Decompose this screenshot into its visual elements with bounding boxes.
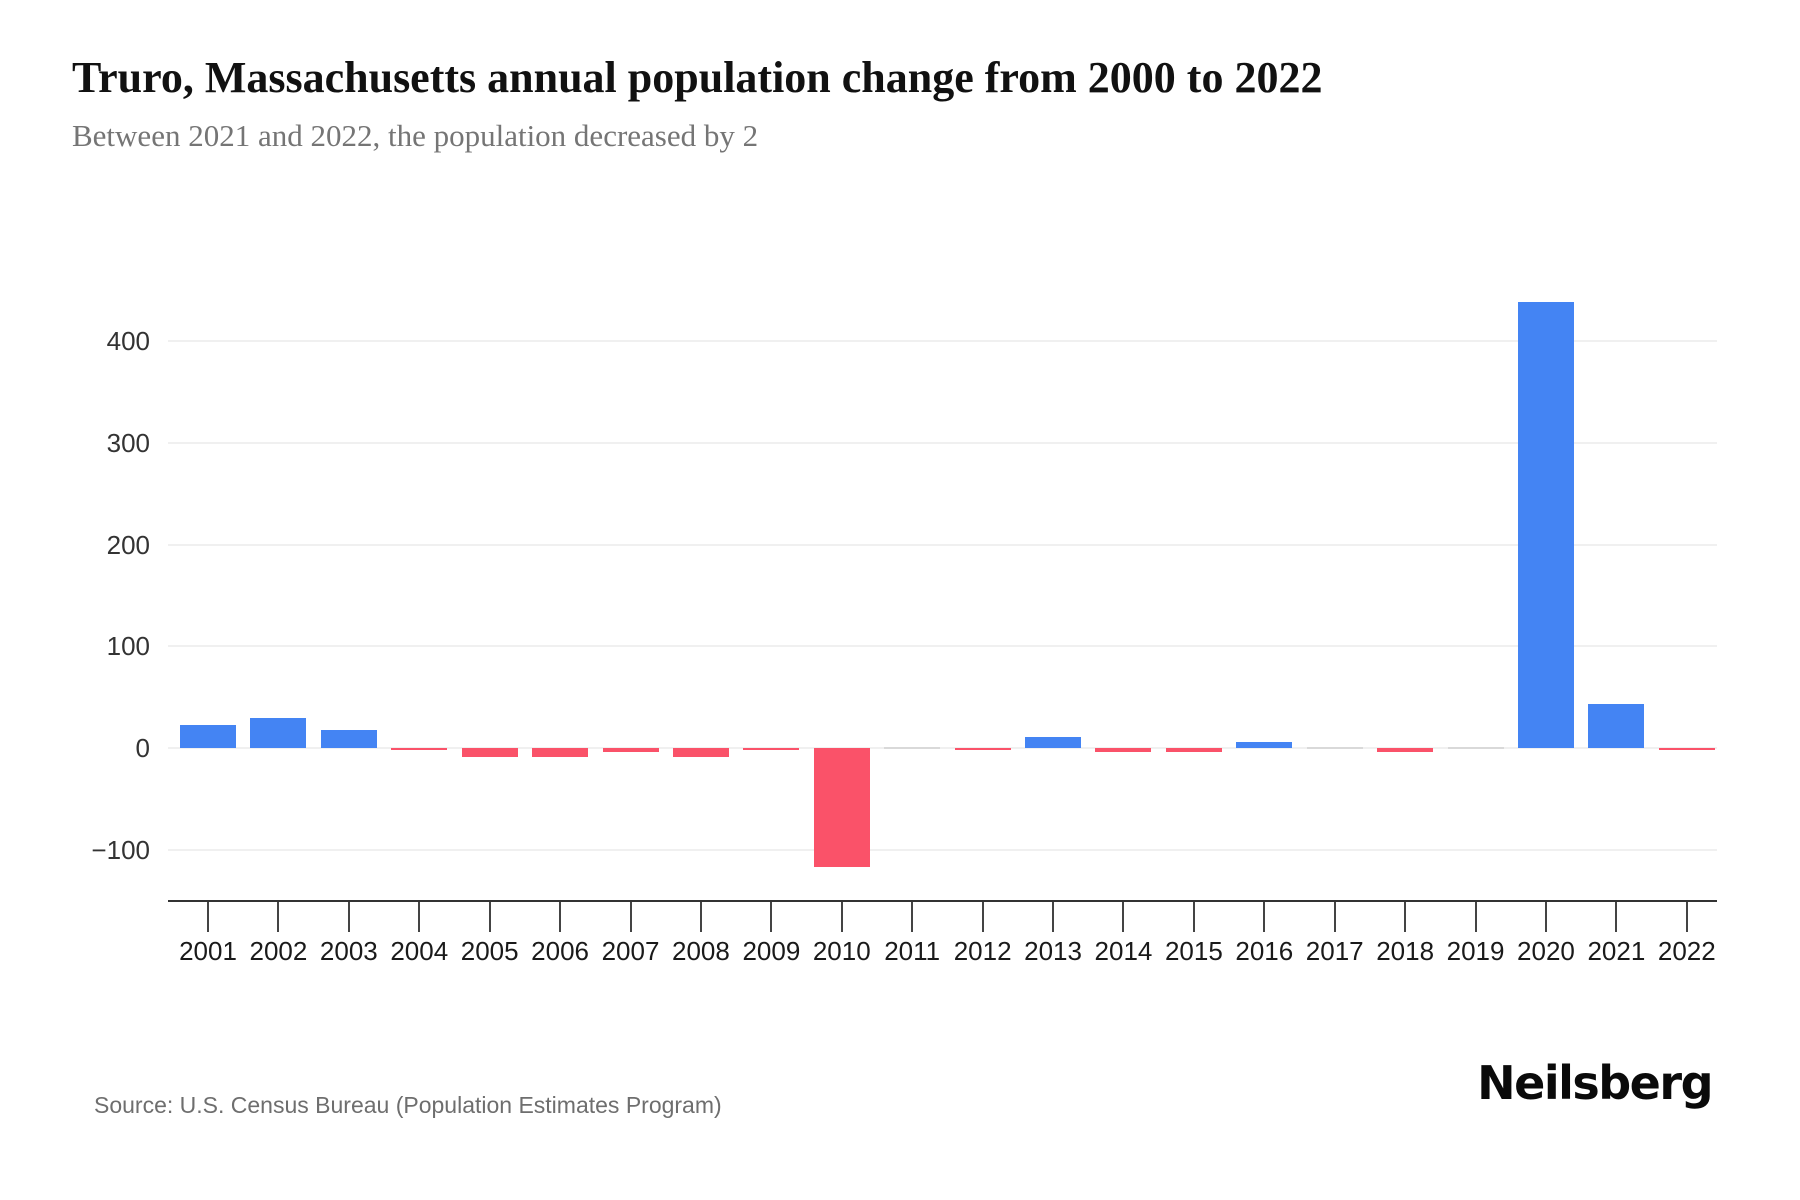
bar-2011[interactable] — [884, 747, 941, 749]
x-axis-label-2014: 2014 — [1094, 936, 1153, 966]
x-axis-label-2008: 2008 — [672, 936, 730, 966]
x-axis-label-2019: 2019 — [1446, 936, 1505, 966]
x-tick-2011 — [911, 902, 914, 932]
x-axis-label-2006: 2006 — [531, 936, 590, 966]
x-tick-2014 — [1122, 902, 1125, 932]
y-axis-label-400: 400 — [106, 326, 150, 357]
chart-title: Truro, Massachusetts annual population c… — [72, 53, 1323, 102]
x-tick-2010 — [840, 902, 843, 932]
bar-2009[interactable] — [743, 748, 800, 751]
x-axis-label-2004: 2004 — [390, 936, 449, 966]
y-axis-label-100: 100 — [106, 631, 150, 662]
x-axis-label-2018: 2018 — [1376, 936, 1435, 966]
x-tick-2003 — [347, 902, 350, 932]
bar-2008[interactable] — [672, 748, 729, 758]
x-axis-label-2007: 2007 — [601, 936, 660, 966]
chart-subtitle: Between 2021 and 2022, the population de… — [72, 118, 759, 153]
x-tick-2022 — [1685, 902, 1688, 932]
x-axis-label-2015: 2015 — [1164, 936, 1223, 966]
x-axis-label-2022: 2022 — [1657, 936, 1716, 966]
bar-2020[interactable] — [1517, 301, 1574, 748]
x-axis-label-2020: 2020 — [1517, 936, 1575, 966]
bar-2014[interactable] — [1095, 748, 1152, 753]
x-tick-2002 — [277, 902, 280, 932]
bar-2022[interactable] — [1658, 748, 1715, 751]
x-axis-label-2016: 2016 — [1235, 936, 1294, 966]
bar-2017[interactable] — [1306, 747, 1363, 749]
x-axis-label-2001: 2001 — [179, 936, 237, 966]
x-tick-2008 — [699, 902, 702, 932]
gridline--100 — [168, 848, 1717, 851]
x-tick-2021 — [1615, 902, 1618, 932]
x-axis-label-2002: 2002 — [249, 936, 308, 966]
bar-2010[interactable] — [813, 748, 870, 867]
x-axis-label-2005: 2005 — [460, 936, 519, 966]
x-axis-label-2012: 2012 — [953, 936, 1012, 966]
x-tick-2004 — [418, 902, 421, 932]
gridline-300 — [168, 442, 1717, 445]
x-tick-2009 — [770, 902, 773, 932]
x-tick-2005 — [488, 902, 491, 932]
y-axis-label--100: −100 — [91, 834, 150, 865]
x-tick-2012 — [981, 902, 984, 932]
bar-2002[interactable] — [250, 717, 307, 748]
x-tick-2018 — [1404, 902, 1407, 932]
bar-2005[interactable] — [461, 748, 518, 758]
x-tick-2019 — [1474, 902, 1477, 932]
x-axis-label-2009: 2009 — [742, 936, 801, 966]
bar-2013[interactable] — [1025, 736, 1082, 748]
y-axis-label-200: 200 — [106, 529, 150, 560]
y-axis-label-300: 300 — [106, 428, 150, 459]
x-axis-line — [168, 900, 1717, 902]
x-axis-label-2021: 2021 — [1587, 936, 1646, 966]
x-tick-2020 — [1544, 902, 1547, 932]
bar-2016[interactable] — [1236, 741, 1293, 748]
x-tick-2006 — [559, 902, 562, 932]
x-tick-2007 — [629, 902, 632, 932]
x-tick-2016 — [1263, 902, 1266, 932]
bar-2019[interactable] — [1447, 747, 1504, 749]
y-axis-label-0: 0 — [135, 733, 150, 763]
x-tick-2001 — [207, 902, 209, 932]
bar-2006[interactable] — [532, 748, 589, 758]
gridline-200 — [168, 543, 1717, 546]
x-axis-label-2003: 2003 — [319, 936, 378, 966]
source-text: Source: U.S. Census Bureau (Population E… — [94, 1092, 722, 1118]
bar-2001[interactable] — [180, 724, 236, 748]
bar-2015[interactable] — [1165, 748, 1222, 753]
x-axis-label-2010: 2010 — [812, 936, 871, 966]
gridline-400 — [168, 340, 1717, 343]
x-axis-label-2017: 2017 — [1305, 936, 1364, 966]
bar-2018[interactable] — [1377, 748, 1434, 753]
bar-2004[interactable] — [391, 748, 448, 751]
bar-2021[interactable] — [1588, 704, 1645, 748]
x-tick-2017 — [1333, 902, 1336, 932]
x-tick-2015 — [1192, 902, 1195, 932]
bar-2007[interactable] — [602, 748, 659, 753]
x-tick-2013 — [1052, 902, 1055, 932]
bar-2012[interactable] — [954, 748, 1011, 751]
x-axis-label-2013: 2013 — [1024, 936, 1082, 966]
gridline-100 — [168, 645, 1717, 648]
x-axis-label-2011: 2011 — [884, 936, 941, 966]
gridline-0 — [168, 747, 1717, 749]
brand-logo: Neilsberg — [1477, 1056, 1713, 1110]
bar-2003[interactable] — [320, 729, 377, 748]
